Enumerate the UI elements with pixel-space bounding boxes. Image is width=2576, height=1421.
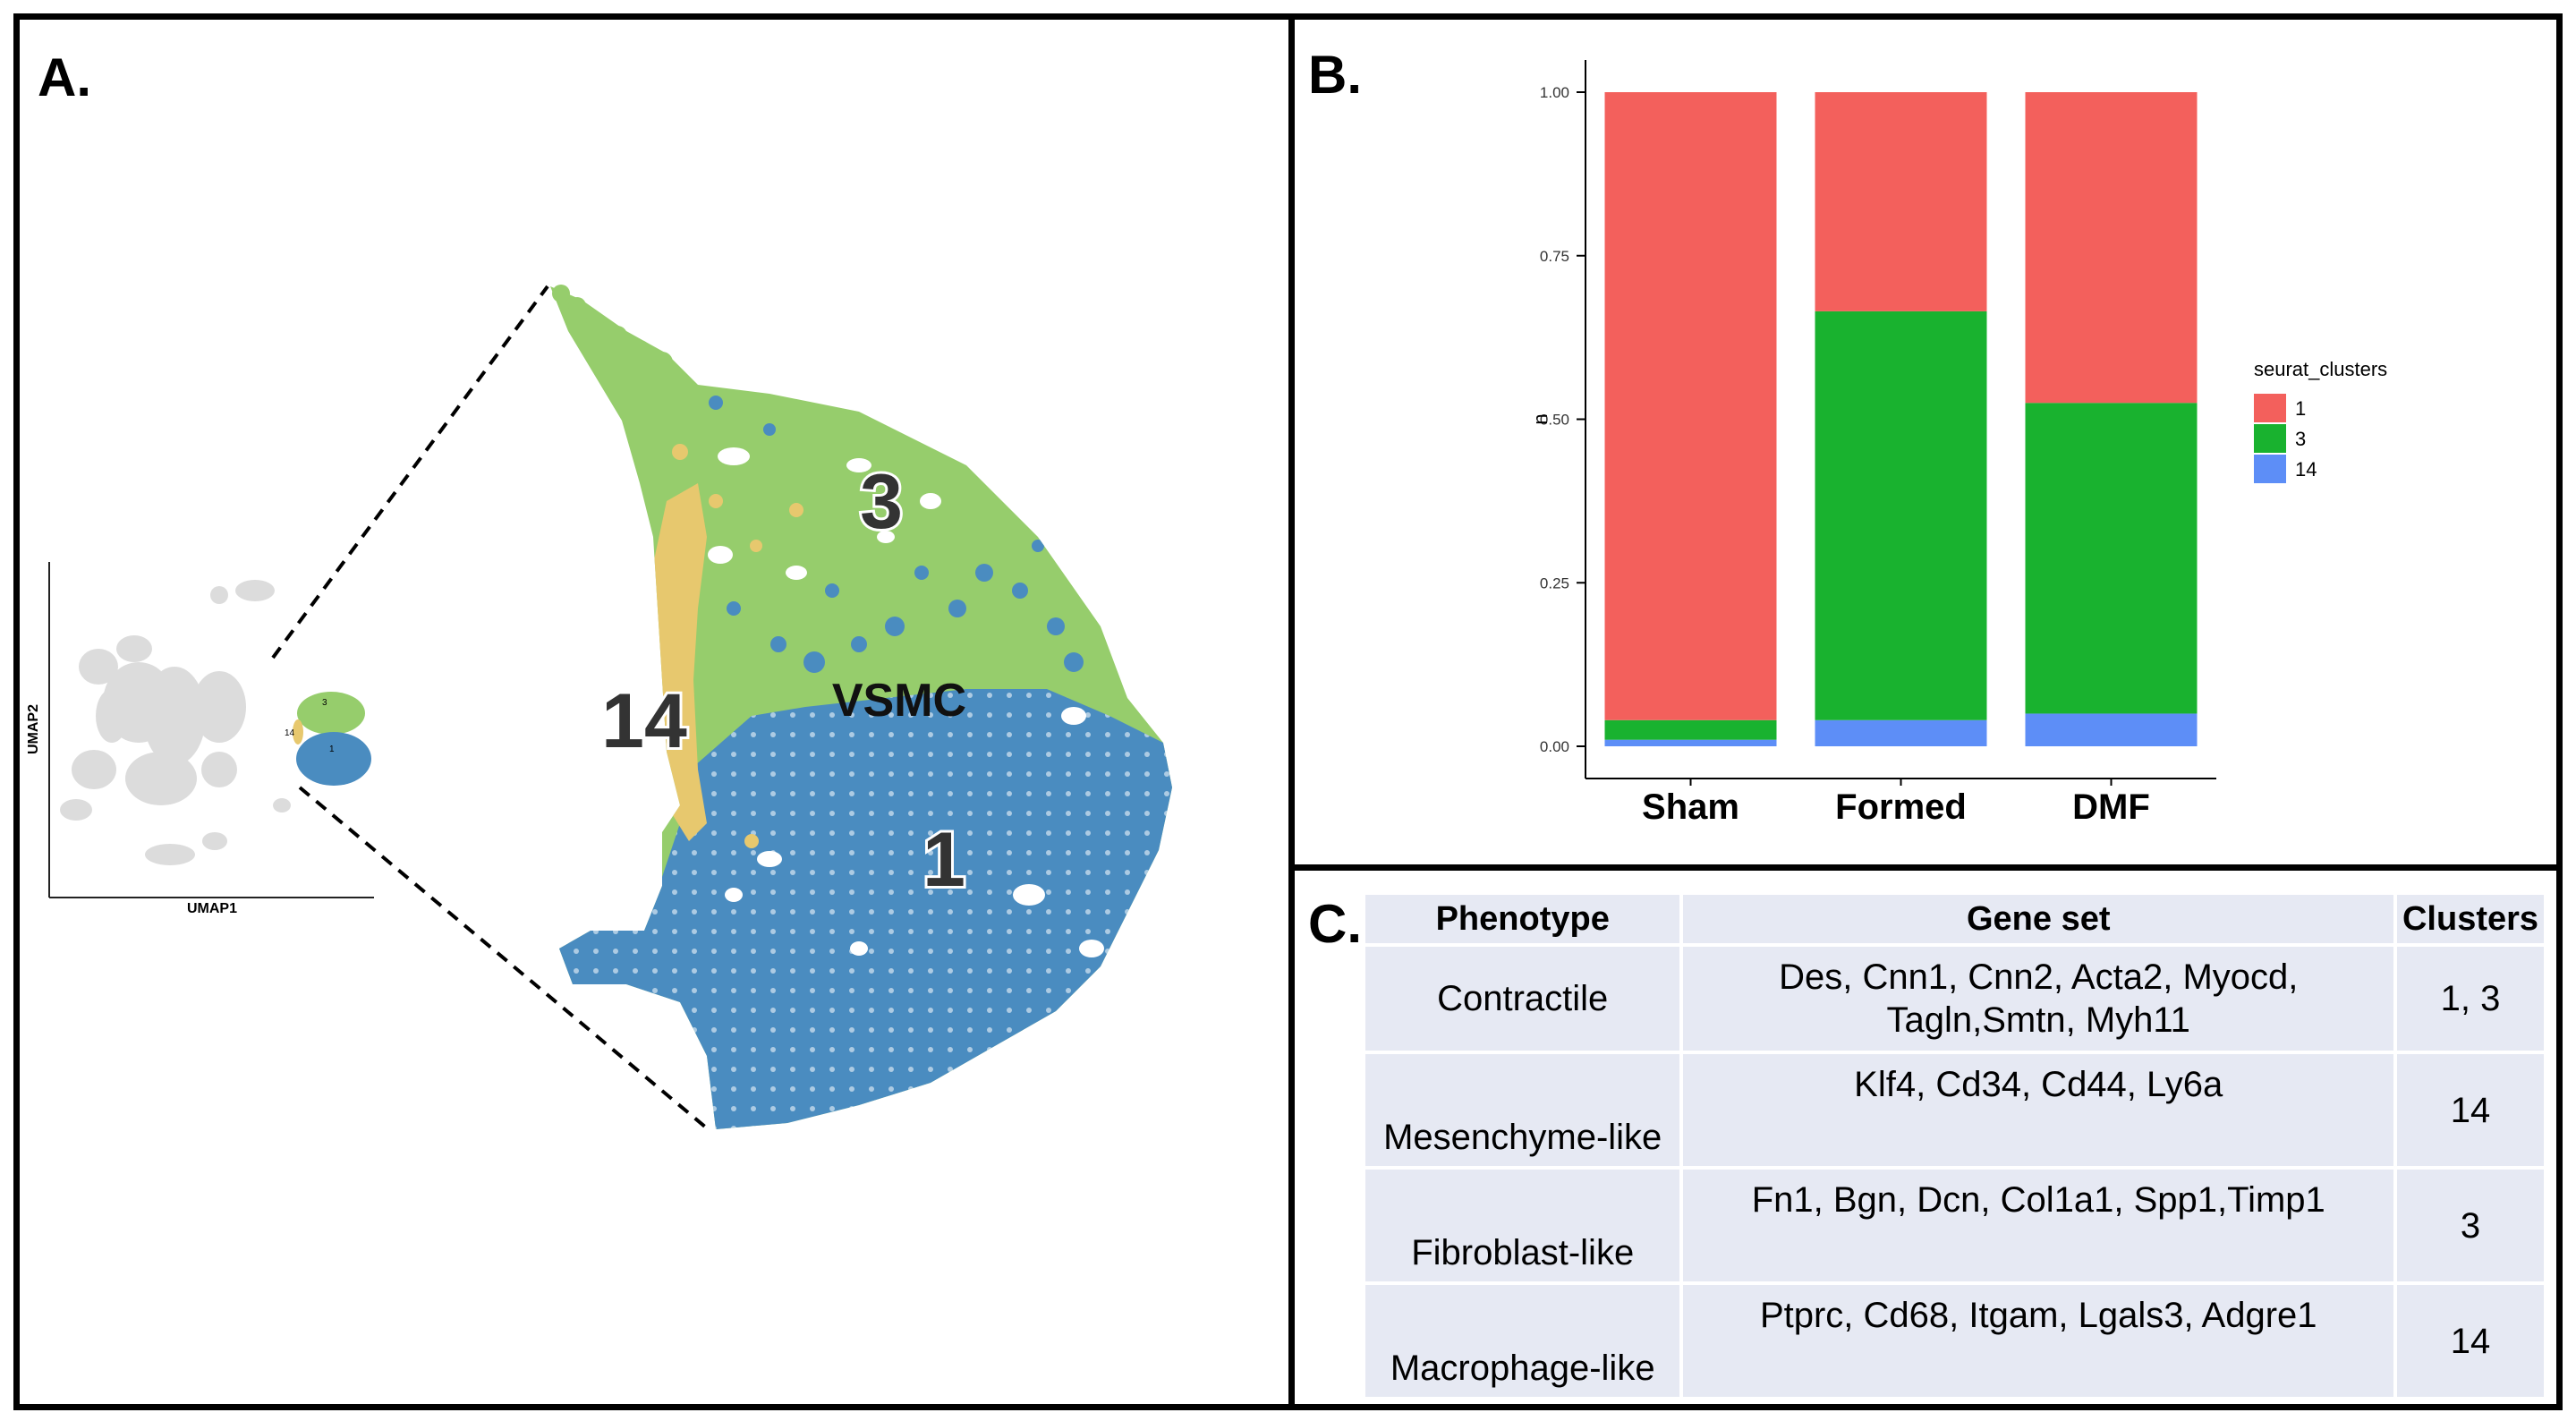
clusters-cell: 1, 3 bbox=[2397, 947, 2544, 1051]
y-tick-label: 0.25 bbox=[1540, 574, 1569, 591]
gene-set-line: Klf4, Cd34, Cd44, Ly6a bbox=[1854, 1065, 2223, 1104]
clusters-cell: 14 bbox=[2397, 1054, 2544, 1166]
legend-label-1: 1 bbox=[2295, 397, 2306, 420]
table-header-row: Phenotype Gene set Clusters bbox=[1365, 895, 2544, 943]
legend-label-3: 3 bbox=[2295, 428, 2306, 450]
phenotype-cell: Mesenchyme-like bbox=[1365, 1054, 1680, 1166]
bar-sham-cluster-14 bbox=[1604, 739, 1777, 746]
legend-swatch-3 bbox=[2254, 424, 2286, 453]
table-row: Contractile Des, Cnn1, Cnn2, Acta2, Myoc… bbox=[1365, 947, 2544, 1051]
bar-sham-cluster-3 bbox=[1604, 719, 1777, 740]
stacked-bar-chart: 0.00 0.25 0.50 0.75 1.00 n Sham Formed DMF seurat… bbox=[1529, 60, 2387, 827]
y-tick-label: 0.50 bbox=[1540, 412, 1569, 429]
gene-set-line: Ptprc, Cd68, Itgam, Lgals3, Adgre1 bbox=[1759, 1296, 2317, 1335]
phenotype-cell: Fibroblast-like bbox=[1365, 1170, 1680, 1281]
bar-dmf-cluster-3 bbox=[2025, 403, 2198, 714]
header-phenotype: Phenotype bbox=[1365, 895, 1680, 943]
legend-swatch-1 bbox=[2254, 394, 2286, 422]
x-tick-label: Sham bbox=[1642, 787, 1739, 827]
gene-set-cell: Ptprc, Cd68, Itgam, Lgals3, Adgre1 bbox=[1683, 1285, 2394, 1397]
gene-set-cell: Fn1, Bgn, Dcn, Col1a1, Spp1,Timp1 bbox=[1683, 1170, 2394, 1281]
y-tick-label: 1.00 bbox=[1540, 84, 1569, 101]
phenotype-table: Phenotype Gene set Clusters Contractile … bbox=[1362, 891, 2547, 1400]
bar-formed-cluster-14 bbox=[1815, 719, 1987, 746]
panel-b: B. 0.00 0.25 0.50 0.75 1.00 n Sham Formed DMF seu… bbox=[1288, 13, 2563, 871]
panel-b-letter: B. bbox=[1308, 45, 1362, 105]
phenotype-cell: Contractile bbox=[1365, 947, 1680, 1051]
header-gene-set: Gene set bbox=[1683, 895, 2394, 943]
table-row: Mesenchyme-like Klf4, Cd34, Cd44, Ly6a 1… bbox=[1365, 1054, 2544, 1166]
gene-set-line: Des, Cnn1, Cnn2, Acta2, Myocd, bbox=[1779, 957, 2299, 997]
clusters-cell: 14 bbox=[2397, 1285, 2544, 1397]
panel-a: A. bbox=[13, 13, 1295, 1410]
bar-formed-cluster-1 bbox=[1815, 92, 1987, 311]
gene-set-cell: Klf4, Cd34, Cd44, Ly6a bbox=[1683, 1054, 2394, 1166]
bar-formed-cluster-3 bbox=[1815, 311, 1987, 720]
gene-set-line: Fn1, Bgn, Dcn, Col1a1, Spp1,Timp1 bbox=[1751, 1180, 2325, 1220]
bar-dmf-cluster-1 bbox=[2025, 92, 2198, 404]
gene-set-line: Tagln,Smtn, Myh11 bbox=[1886, 1000, 2190, 1040]
bar-sham-cluster-1 bbox=[1604, 92, 1777, 720]
table-row: Fibroblast-like Fn1, Bgn, Dcn, Col1a1, S… bbox=[1365, 1170, 2544, 1281]
table-row: Macrophage-like Ptprc, Cd68, Itgam, Lgal… bbox=[1365, 1285, 2544, 1397]
panel-a-letter: A. bbox=[38, 47, 91, 107]
clusters-cell: 3 bbox=[2397, 1170, 2544, 1281]
phenotype-cell: Macrophage-like bbox=[1365, 1285, 1680, 1397]
y-axis-label: n bbox=[1529, 413, 1552, 424]
panel-c: C. Phenotype Gene set Clusters Contracti… bbox=[1288, 864, 2563, 1410]
bar-dmf-cluster-14 bbox=[2025, 713, 2198, 746]
x-tick-label: DMF bbox=[2072, 787, 2150, 827]
legend-swatch-14 bbox=[2254, 455, 2286, 483]
x-tick-label: Formed bbox=[1835, 787, 1967, 827]
header-clusters: Clusters bbox=[2397, 895, 2544, 943]
gene-set-cell: Des, Cnn1, Cnn2, Acta2, Myocd, Tagln,Smt… bbox=[1683, 947, 2394, 1051]
y-tick-label: 0.00 bbox=[1540, 738, 1569, 755]
legend-title: seurat_clusters bbox=[2254, 358, 2387, 380]
panel-c-letter: C. bbox=[1308, 894, 1362, 954]
legend-label-14: 14 bbox=[2295, 458, 2317, 481]
y-tick-label: 0.75 bbox=[1540, 248, 1569, 265]
